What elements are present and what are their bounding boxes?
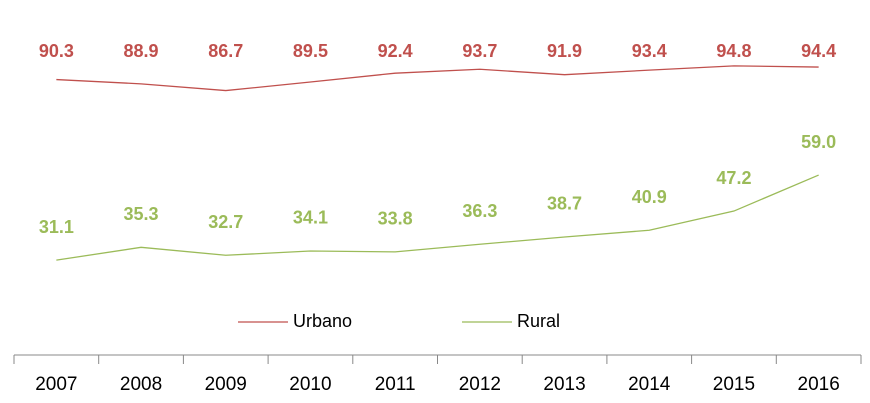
value-label: 94.4 [801,41,836,61]
value-label: 33.8 [378,209,413,229]
x-tick-label: 2009 [205,374,247,395]
value-label: 93.4 [632,41,667,61]
x-tick-label: 2016 [798,374,840,395]
value-label: 88.9 [124,41,159,61]
value-label: 47.2 [716,168,751,188]
value-label: 90.3 [39,41,74,61]
x-tick-label: 2013 [543,374,585,395]
value-label: 86.7 [208,41,243,61]
line [56,65,819,92]
x-tick-label: 2008 [120,374,162,395]
value-label: 32.7 [208,212,243,232]
value-label: 91.9 [547,41,582,61]
value-label: 31.1 [39,217,74,237]
value-label: 89.5 [293,41,328,61]
value-label: 38.7 [547,194,582,214]
value-label: 92.4 [378,41,413,61]
x-tick-label: 2011 [375,374,416,395]
value-label: 40.9 [632,187,667,207]
x-tick-label: 2010 [289,374,331,395]
value-label: 59.0 [801,132,836,152]
value-label: 34.1 [293,208,328,228]
legend-label: Urbano [293,311,352,331]
line [56,174,819,261]
x-tick-label: 2007 [35,374,77,395]
x-tick-label: 2012 [459,374,501,395]
value-label: 35.3 [124,204,159,224]
x-tick-label: 2015 [713,374,755,395]
value-label: 93.7 [462,41,497,61]
x-tick-label: 2014 [628,374,671,395]
value-label: 94.8 [716,41,751,61]
value-label: 36.3 [462,201,497,221]
legend-label: Rural [517,311,560,331]
